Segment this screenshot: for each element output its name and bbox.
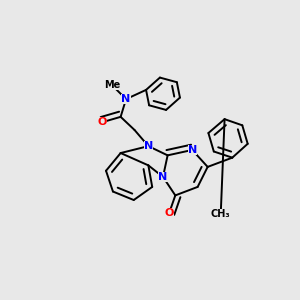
Text: O: O: [164, 208, 174, 218]
Text: N: N: [188, 145, 197, 155]
Text: CH₃: CH₃: [211, 209, 231, 219]
Text: O: O: [98, 117, 107, 127]
Text: N: N: [122, 94, 131, 104]
Text: N: N: [158, 172, 168, 182]
Text: Me: Me: [104, 80, 120, 90]
Text: N: N: [144, 141, 153, 151]
